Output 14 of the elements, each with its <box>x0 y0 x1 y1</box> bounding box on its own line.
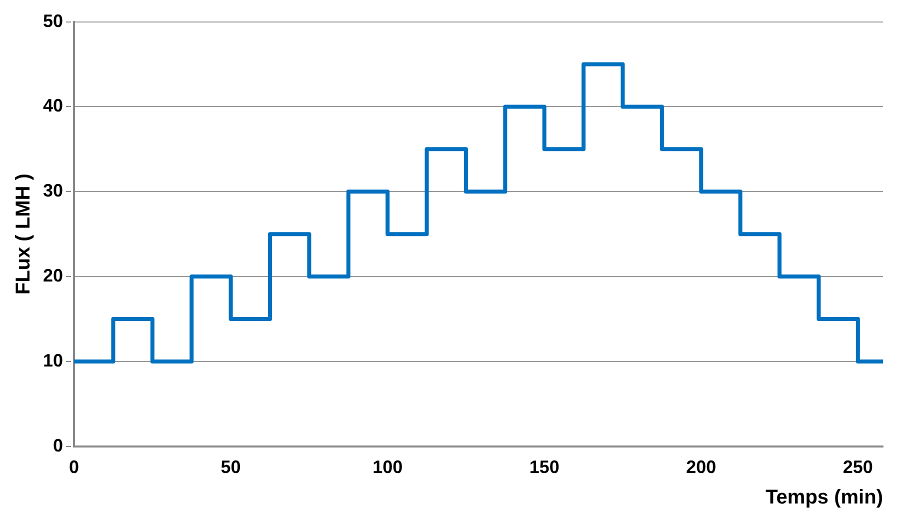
y-tick-label: 10 <box>42 350 64 370</box>
y-tick-label: 30 <box>42 180 64 201</box>
y-tick-label: 40 <box>42 96 64 116</box>
x-tick-label: 150 <box>529 457 560 478</box>
x-tick-label: 250 <box>842 457 873 478</box>
y-tick-label: 50 <box>42 10 64 31</box>
x-tick-label: 0 <box>69 457 80 478</box>
y-tick-label: 20 <box>42 266 64 286</box>
y-axis-title: FLux ( LMH ) <box>12 174 35 295</box>
x-tick-label: 100 <box>372 457 403 478</box>
x-axis-title: Temps (min) <box>766 486 883 509</box>
x-tick-label: 50 <box>220 457 241 478</box>
y-tick-label: 0 <box>53 435 64 456</box>
x-tick-label: 200 <box>686 457 716 478</box>
